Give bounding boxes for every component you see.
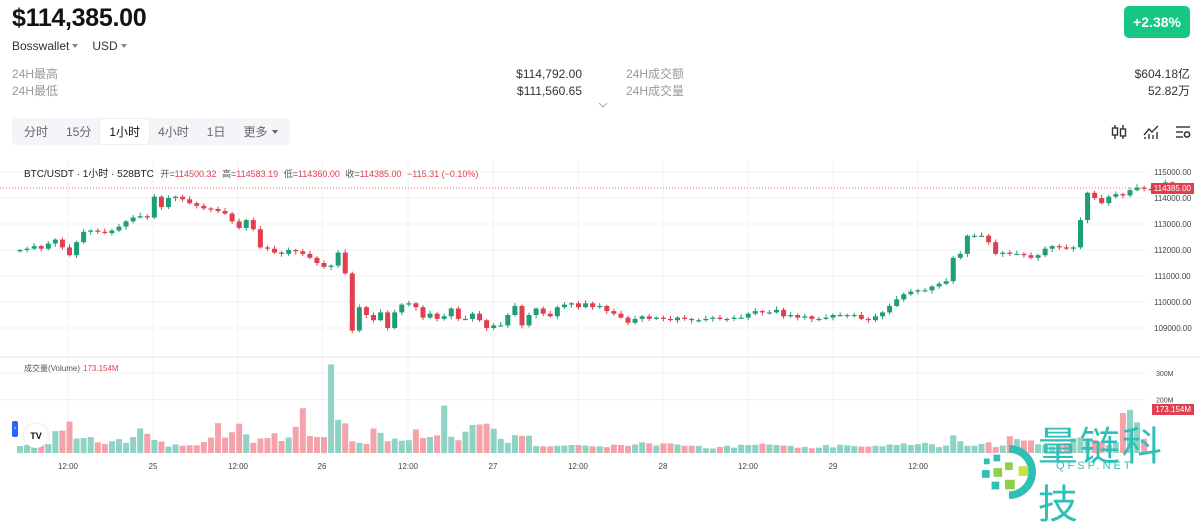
svg-text:300M: 300M (1156, 371, 1174, 378)
tab-1d[interactable]: 1日 (206, 125, 226, 139)
current-price-tag: 114385.00 (1150, 183, 1194, 194)
tab-more-label: 更多 (243, 125, 268, 139)
change-value: −115.31 (−0.10%) (407, 169, 479, 179)
svg-text:111000.00: 111000.00 (1154, 272, 1191, 281)
svg-text:12:00: 12:00 (228, 462, 249, 471)
open-label: 开= (160, 169, 175, 179)
svg-text:113000.00: 113000.00 (1154, 220, 1192, 229)
exchange-selector[interactable]: Bosswallet (12, 39, 79, 53)
tab-1h[interactable]: 1小时 (100, 119, 150, 144)
current-volume-tag: 173.154M (1152, 404, 1194, 415)
currency-selector[interactable]: USD (92, 39, 127, 53)
candlestick-icon[interactable] (1110, 123, 1128, 141)
tab-15m[interactable]: 15分 (66, 125, 92, 139)
tradingview-logo[interactable]: TV (24, 424, 48, 448)
open-value: 114500.32 (174, 169, 217, 179)
chart-tools (1110, 123, 1192, 141)
turnover-label: 24H成交额 (626, 67, 685, 81)
expand-chevron-icon[interactable] (598, 100, 608, 110)
high-value: $114,792.00 (516, 67, 582, 81)
volume-legend-value: 173.154M (83, 364, 119, 373)
caret-down-icon (272, 129, 279, 134)
high-label: 高= (222, 169, 237, 179)
svg-text:12:00: 12:00 (58, 462, 79, 471)
volume-legend: 成交量(Volume) 173.154M (24, 363, 119, 374)
svg-text:112000.00: 112000.00 (1154, 246, 1192, 255)
settings-icon[interactable] (1174, 123, 1192, 141)
svg-text:27: 27 (489, 462, 498, 471)
high-value: 114583.19 (236, 169, 279, 179)
stats-right-values: $604.18亿 52.82万 (1070, 66, 1190, 100)
current-price: $114,385.00 (12, 4, 147, 32)
svg-text:29: 29 (829, 462, 838, 471)
ohlc-legend: BTC/USDT · 1小时 · 528BTC 开=114500.32 高=11… (24, 165, 481, 180)
volume-label: 24H成交量 (626, 84, 685, 98)
svg-text:110000.00: 110000.00 (1154, 298, 1192, 307)
close-value: 114385.00 (359, 169, 402, 179)
watermark-sub: QFSP.NET (1056, 460, 1134, 472)
watermark: 量链科技 QFSP.NET (980, 414, 1200, 530)
close-label: 收= (345, 169, 360, 179)
high-label: 24H最高 (12, 67, 59, 81)
stats-left-labels: 24H最高 24H最低 (12, 66, 58, 100)
low-label: 24H最低 (12, 84, 59, 98)
scroll-left-handle[interactable]: › (12, 421, 18, 437)
svg-text:25: 25 (149, 462, 158, 471)
watermark-text: 量链科技 (1037, 424, 1164, 528)
tab-4h[interactable]: 4小时 (158, 125, 189, 139)
price-header: $114,385.00 Bosswallet USD (12, 4, 147, 53)
change-badge: +2.38% (1124, 6, 1190, 38)
caret-down-icon (72, 44, 79, 48)
svg-text:28: 28 (659, 462, 668, 471)
svg-text:12:00: 12:00 (738, 462, 759, 471)
interval-tabs: 分时 15分 1小时 4小时 1日 更多 (12, 118, 291, 145)
symbol-label: BTC/USDT · 1小时 · 528BTC (24, 169, 154, 180)
stats-right-labels: 24H成交额 24H成交量 (626, 66, 684, 100)
indicator-icon[interactable] (1142, 123, 1160, 141)
svg-text:115000.00: 115000.00 (1154, 168, 1192, 177)
svg-text:12:00: 12:00 (908, 462, 929, 471)
volume-value: 52.82万 (1147, 84, 1190, 98)
currency-label: USD (92, 39, 118, 53)
stats-left-values: $114,792.00 $111,560.65 (480, 66, 582, 100)
svg-text:12:00: 12:00 (568, 462, 589, 471)
exchange-label: Bosswallet (12, 39, 70, 53)
svg-text:114000.00: 114000.00 (1154, 194, 1192, 203)
caret-down-icon (120, 44, 127, 48)
svg-text:109000.00: 109000.00 (1154, 324, 1192, 333)
svg-text:26: 26 (318, 462, 327, 471)
low-label: 低= (283, 169, 298, 179)
tab-more[interactable]: 更多 (234, 119, 287, 144)
watermark-logo-icon (981, 444, 1036, 500)
svg-text:200M: 200M (1156, 398, 1174, 405)
svg-text:12:00: 12:00 (398, 462, 419, 471)
turnover-value: $604.18亿 (1134, 67, 1190, 81)
low-value: 114360.00 (297, 169, 340, 179)
price-chart[interactable]: 109000.00 110000.00 111000.00 112000.00 1130… (0, 155, 1200, 475)
low-value: $111,560.65 (517, 84, 582, 98)
tab-realtime[interactable]: 分时 (24, 125, 49, 139)
volume-legend-label: 成交量(Volume) (24, 364, 81, 373)
